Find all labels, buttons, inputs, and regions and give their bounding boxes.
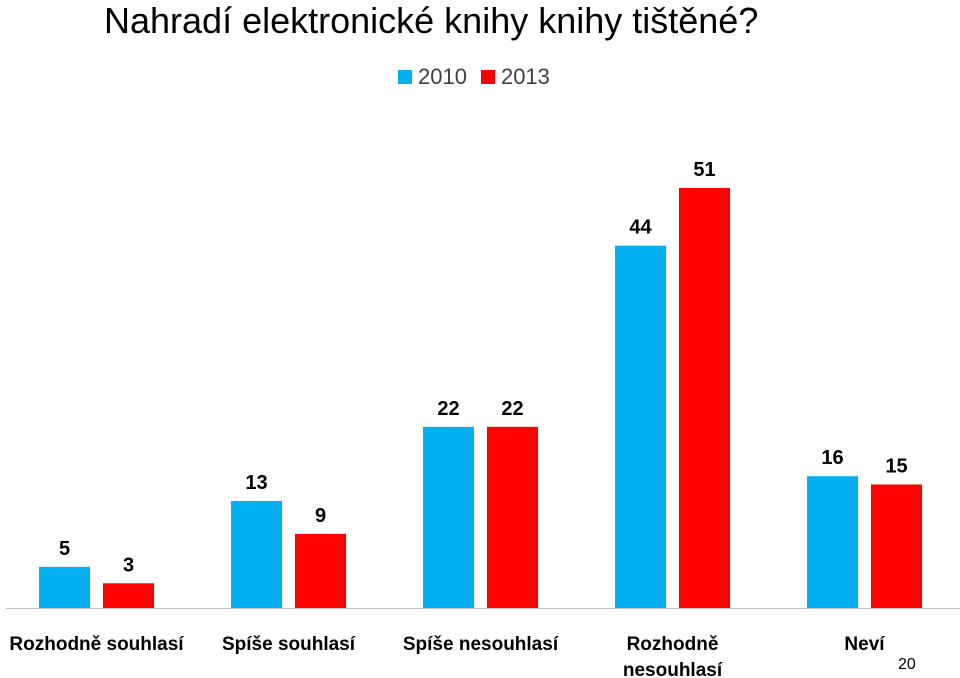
bar-2010-3 xyxy=(615,245,666,608)
category-label-2: Spíše nesouhlasí xyxy=(403,634,559,655)
legend: 2010 2013 xyxy=(398,64,550,90)
bar-2013-0 xyxy=(103,583,154,608)
category-label-0: Rozhodně souhlasí xyxy=(9,634,184,655)
data-label-2010-2: 22 xyxy=(437,398,459,420)
data-label-2013-0: 3 xyxy=(123,554,134,576)
data-label-2013-1: 9 xyxy=(315,505,326,527)
legend-item-2010: 2010 xyxy=(398,64,467,90)
bar-2013-2 xyxy=(487,426,538,608)
page-number: 20 xyxy=(898,656,916,673)
data-label-2013-3: 51 xyxy=(693,159,715,181)
chart-title: Nahradí elektronické knihy knihy tištěné… xyxy=(104,0,759,41)
bar-2010-0 xyxy=(39,566,90,608)
data-label-2010-4: 16 xyxy=(821,447,843,469)
bar-2010-4 xyxy=(807,476,858,608)
data-label-2010-3: 44 xyxy=(629,217,652,239)
legend-label-2010: 2010 xyxy=(418,64,467,89)
data-label-2013-2: 22 xyxy=(501,398,523,420)
legend-swatch-2010 xyxy=(398,70,412,84)
legend-swatch-2013 xyxy=(480,70,495,84)
category-label-4: Neví xyxy=(844,634,885,655)
bar-2013-3 xyxy=(679,188,730,608)
bar-2013-1 xyxy=(295,533,346,608)
category-label-3: Rozhodně nesouhlasí xyxy=(623,634,723,678)
bar-2013-4 xyxy=(871,484,922,608)
data-label-2013-4: 15 xyxy=(885,455,907,477)
bar-2010-1 xyxy=(231,500,282,608)
bar-2010-2 xyxy=(423,426,474,608)
legend-item-2013: 2013 xyxy=(480,64,550,90)
data-label-2010-1: 13 xyxy=(245,472,267,494)
category-label-1: Spíše souhlasí xyxy=(222,634,356,655)
data-label-2010-0: 5 xyxy=(59,538,70,560)
legend-label-2013: 2013 xyxy=(500,64,550,89)
